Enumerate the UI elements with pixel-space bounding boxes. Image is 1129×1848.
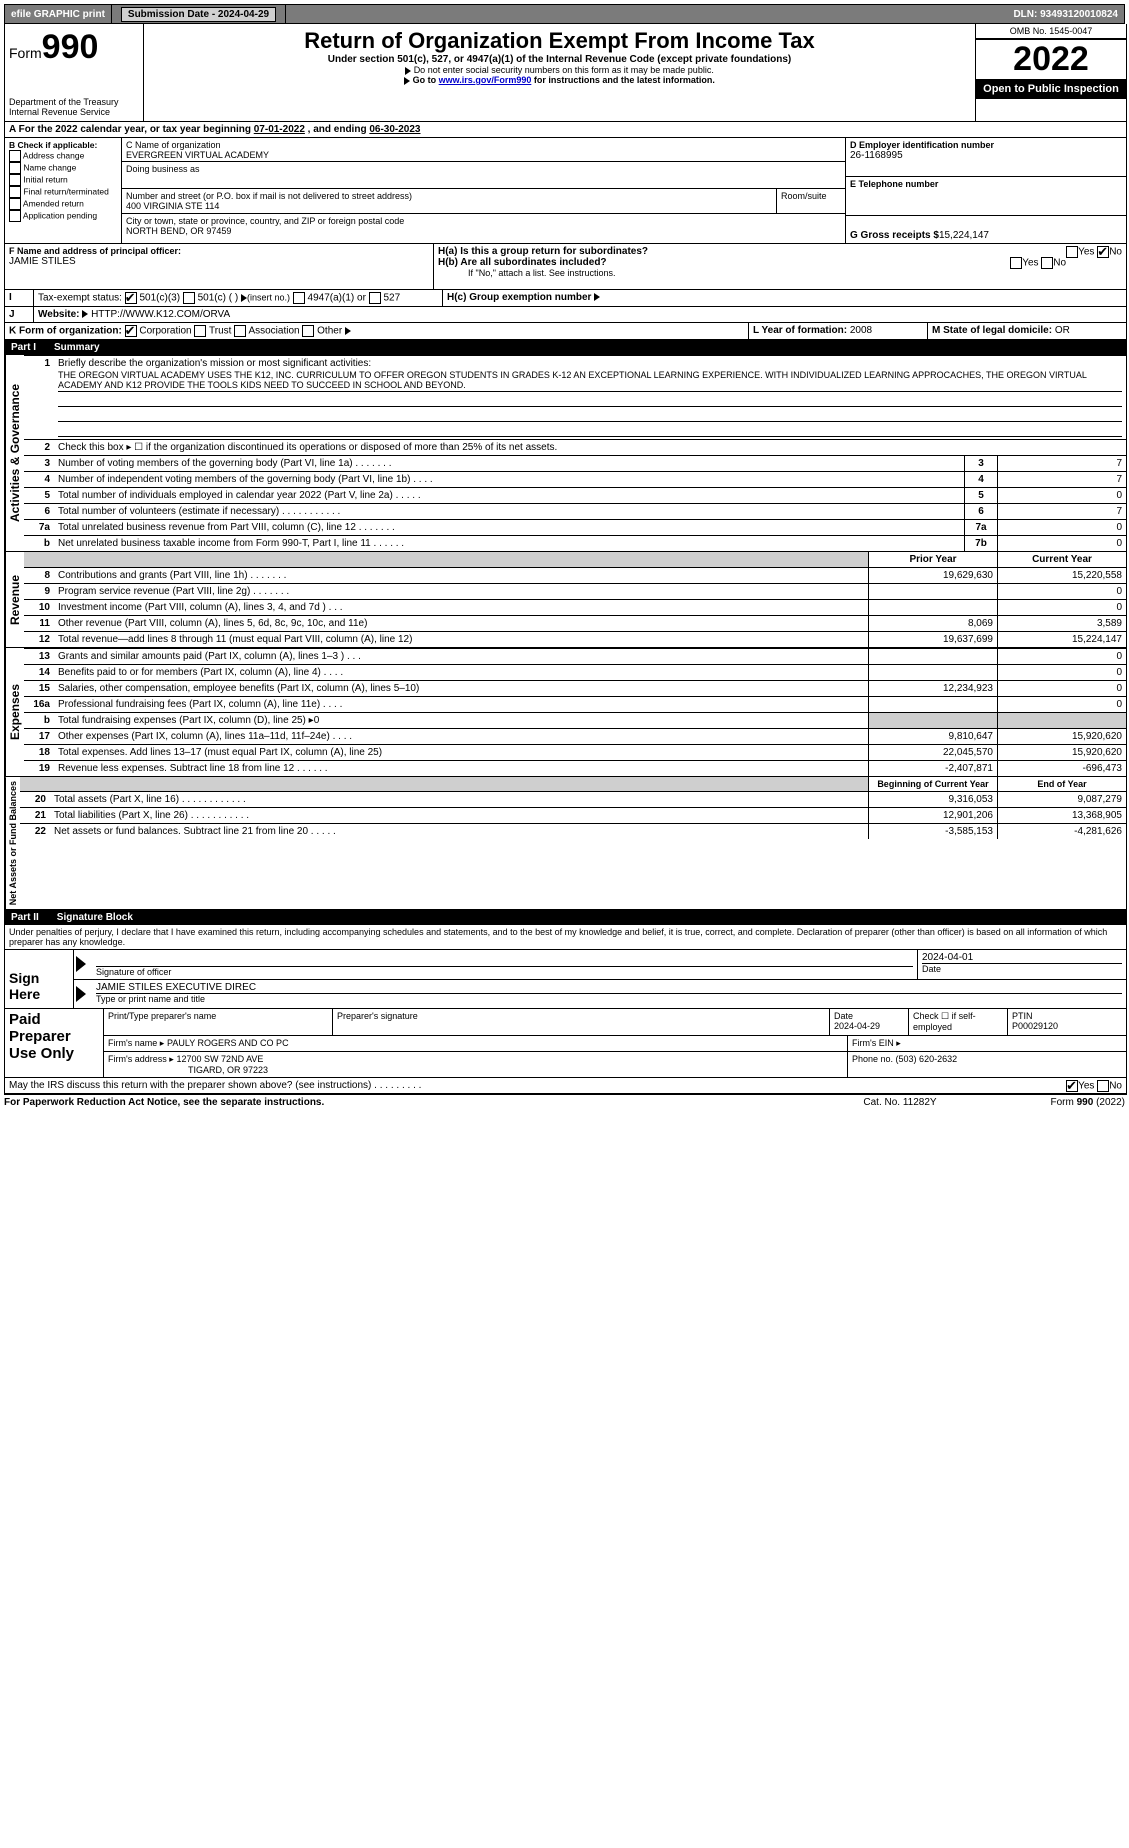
l1-label: Briefly describe the organization's miss… (58, 358, 371, 369)
phone: (503) 620-2632 (896, 1054, 958, 1064)
e-label: E Telephone number (850, 179, 1122, 189)
dept-treasury: Department of the Treasury (9, 97, 139, 107)
side-exp: Expenses (5, 648, 24, 776)
g-label: G Gross receipts $ (850, 230, 939, 241)
irs-label: Internal Revenue Service (9, 107, 139, 117)
type-name-label: Type or print name and title (96, 994, 1122, 1004)
city: NORTH BEND, OR 97459 (126, 226, 841, 236)
room-label: Room/suite (781, 191, 841, 201)
eoy-hdr: End of Year (998, 777, 1127, 791)
form-footer: Form 990 (2022) (975, 1097, 1125, 1108)
side-ag: Activities & Governance (5, 355, 24, 551)
topbar: efile GRAPHIC print Submission Date - 20… (4, 4, 1125, 24)
city-label: City or town, state or province, country… (126, 216, 841, 226)
mission: THE OREGON VIRTUAL ACADEMY USES THE K12,… (58, 369, 1122, 392)
triangle-icon (405, 67, 411, 75)
sign-here: Sign Here (5, 950, 74, 1008)
cat-no: Cat. No. 11282Y (825, 1097, 975, 1108)
officer-name-title: JAMIE STILES EXECUTIVE DIREC (96, 982, 1122, 994)
paid-preparer: Paid Preparer Use Only (5, 1009, 104, 1077)
arrow-icon (76, 986, 86, 1002)
sig-date: 2024-04-01 (922, 952, 1122, 963)
dln: DLN: 93493120010824 (1013, 9, 1118, 20)
hb: H(b) Are all subordinates included? Yes … (438, 257, 1122, 268)
ha: H(a) Is this a group return for subordin… (438, 246, 1122, 257)
irs-link[interactable]: www.irs.gov/Form990 (439, 75, 532, 85)
form-title: Return of Organization Exempt From Incom… (148, 28, 971, 54)
phone-label: Phone no. (852, 1054, 896, 1064)
tax-year: 2022 (976, 39, 1126, 79)
l-label: L Year of formation: (753, 325, 850, 336)
a-line: A For the 2022 calendar year, or tax yea… (5, 121, 1126, 137)
c-name-label: C Name of organization (126, 140, 841, 150)
sig-officer-label: Signature of officer (96, 967, 913, 977)
org-name: EVERGREEN VIRTUAL ACADEMY (126, 150, 841, 160)
officer-name: JAMIE STILES (9, 256, 429, 267)
goto-note: Go to www.irs.gov/Form990 for instructio… (148, 75, 971, 85)
form-number: Form990 (9, 28, 139, 67)
ein: 26-1168995 (850, 150, 1122, 161)
submission-btn[interactable]: Submission Date - 2024-04-29 (121, 7, 276, 22)
gross-receipts: 15,224,147 (939, 230, 989, 241)
omb: OMB No. 1545-0047 (976, 24, 1126, 39)
f-label: F Name and address of principal officer: (9, 246, 429, 256)
website: HTTP://WWW.K12.COM/ORVA (91, 309, 230, 320)
pp-date-label: Date (834, 1011, 904, 1021)
form-header: Form990 Department of the Treasury Inter… (5, 24, 1126, 121)
b-label: B Check if applicable: (9, 140, 117, 150)
street: 400 VIRGINIA STE 114 (126, 201, 772, 211)
street-label: Number and street (or P.O. box if mail i… (126, 191, 772, 201)
current-hdr: Current Year (998, 552, 1127, 567)
b-initial: Initial return (9, 174, 117, 186)
b-final: Final return/terminated (9, 186, 117, 198)
side-rev: Revenue (5, 552, 24, 647)
boy-hdr: Beginning of Current Year (869, 777, 998, 791)
j-label: Website: (38, 309, 80, 320)
b-address: Address change (9, 150, 117, 162)
penalty-text: Under penalties of perjury, I declare th… (5, 925, 1126, 950)
may-irs: May the IRS discuss this return with the… (9, 1080, 421, 1091)
hb-note: If "No," attach a list. See instructions… (438, 268, 1122, 278)
entity-block: B Check if applicable: Address change Na… (5, 137, 1126, 243)
pp-sig-label: Preparer's signature (337, 1011, 825, 1021)
hc: H(c) Group exemption number (447, 292, 591, 303)
b-pending: Application pending (9, 210, 117, 222)
side-na: Net Assets or Fund Balances (5, 777, 20, 909)
arrow-icon (76, 956, 86, 972)
pra-notice: For Paperwork Reduction Act Notice, see … (4, 1097, 825, 1108)
i-label: Tax-exempt status: (38, 293, 122, 304)
d-label: D Employer identification number (850, 140, 1122, 150)
efile-label: efile GRAPHIC print (5, 5, 112, 23)
l2: Check this box ▸ ☐ if the organization d… (54, 440, 1126, 456)
pp-date: 2024-04-29 (834, 1021, 904, 1031)
b-name: Name change (9, 162, 117, 174)
part1-header: Part I Summary (5, 339, 1126, 355)
k-label: K Form of organization: (9, 326, 122, 337)
open-public: Open to Public Inspection (976, 79, 1126, 99)
prior-hdr: Prior Year (869, 552, 998, 567)
pp-self-emp: Check ☐ if self-employed (909, 1009, 1008, 1035)
part2-header: Part II Signature Block (5, 909, 1126, 925)
ssn-note: Do not enter social security numbers on … (148, 65, 971, 75)
form-container: Form990 Department of the Treasury Inter… (4, 24, 1127, 1095)
dba-label: Doing business as (126, 164, 841, 174)
firm-addr2: TIGARD, OR 97223 (108, 1065, 843, 1075)
ptin-label: PTIN (1012, 1011, 1122, 1021)
pp-name-label: Print/Type preparer's name (108, 1011, 328, 1021)
firm-name-label: Firm's name ▸ (108, 1038, 164, 1048)
triangle-icon (404, 77, 410, 85)
m-label: M State of legal domicile: (932, 325, 1055, 336)
firm-ein-label: Firm's EIN ▸ (852, 1038, 901, 1048)
ptin: P00029120 (1012, 1021, 1122, 1031)
firm-addr1: 12700 SW 72ND AVE (177, 1054, 264, 1064)
b-amended: Amended return (9, 198, 117, 210)
firm-name: PAULY ROGERS AND CO PC (167, 1038, 289, 1048)
firm-addr-label: Firm's address ▸ (108, 1054, 174, 1064)
date-label: Date (922, 963, 1122, 974)
form-subtitle: Under section 501(c), 527, or 4947(a)(1)… (148, 54, 971, 65)
